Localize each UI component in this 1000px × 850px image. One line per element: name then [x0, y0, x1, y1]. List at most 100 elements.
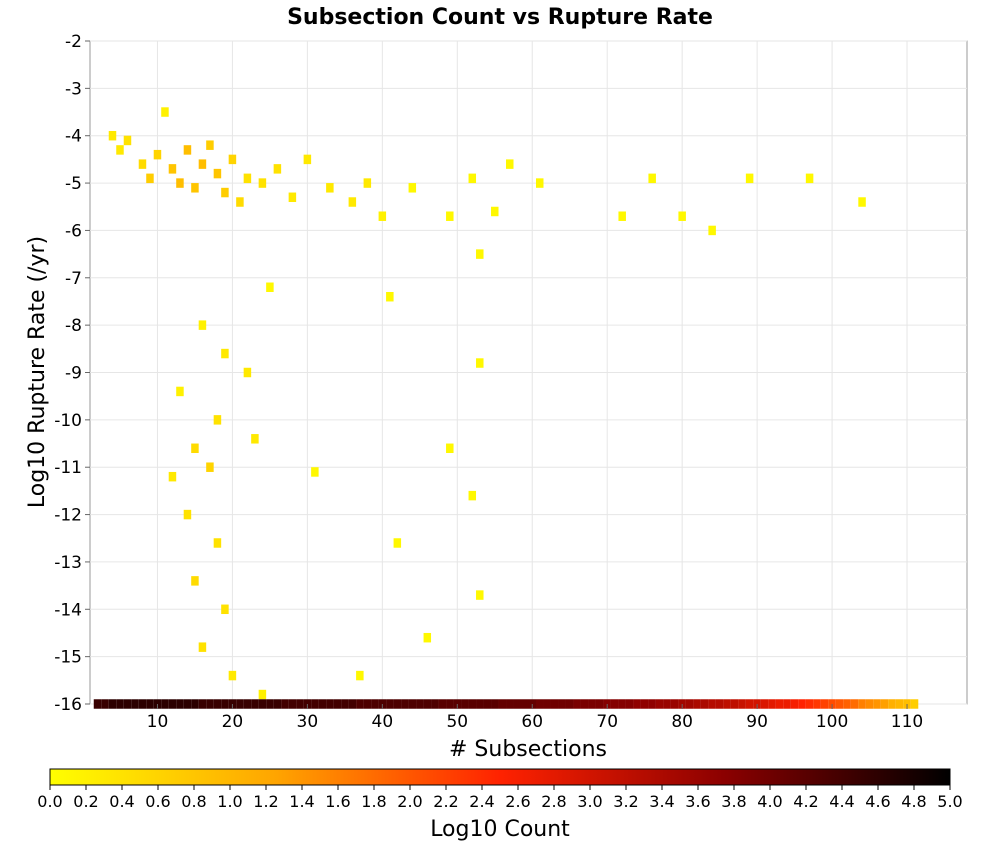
bottom-row-cell	[543, 699, 551, 709]
heatmap-cell	[348, 197, 357, 207]
heatmap-cell	[648, 173, 656, 184]
bottom-row-cell	[535, 699, 544, 709]
heatmap-cell	[273, 164, 282, 174]
y-tick-label: -10	[54, 411, 82, 431]
x-tick-label: 80	[671, 712, 693, 732]
bottom-row-cell	[281, 699, 289, 709]
heatmap-cell	[311, 467, 319, 477]
colorbar-tick-label: 2.2	[433, 792, 458, 811]
bottom-row-cell	[835, 699, 844, 709]
y-tick-label: -7	[65, 269, 82, 289]
bottom-row-cell	[813, 699, 821, 709]
colorbar-tick-label: 0.4	[109, 792, 134, 811]
x-tick-label: 90	[746, 712, 768, 732]
y-axis-label: Log10 Rupture Rate (/yr)	[25, 236, 50, 508]
colorbar-tick-label: 2.6	[505, 792, 530, 811]
heatmap-cell	[618, 211, 626, 221]
bottom-row-cell	[655, 699, 664, 709]
bottom-row-cell	[880, 699, 889, 709]
bottom-row-cells	[93, 699, 919, 709]
heatmap-cell	[678, 211, 686, 221]
bottom-row-cell	[198, 699, 207, 709]
heatmap-cell	[191, 443, 199, 454]
heatmap-cell	[363, 178, 372, 188]
heatmap-cell	[228, 154, 237, 165]
heatmap-cell	[708, 225, 716, 236]
y-tick-label: -6	[65, 221, 82, 241]
heatmap-cell	[476, 590, 484, 600]
heatmap-cell	[476, 249, 484, 259]
colorbar-tick-label: 2.8	[541, 792, 566, 811]
bottom-row-cell	[318, 699, 327, 709]
heatmap-cell	[468, 173, 477, 184]
x-axis-label: # Subsections	[449, 737, 607, 762]
heatmap-cell	[423, 632, 432, 643]
heatmap-cell	[153, 149, 162, 160]
colorbar-tick-label: 4.2	[793, 792, 818, 811]
heatmap-cell	[213, 415, 222, 425]
bottom-row-cell	[513, 699, 522, 709]
heatmap-cell	[213, 538, 222, 548]
colorbar-tick-label: 4.6	[865, 792, 890, 811]
heatmap-cell	[303, 154, 312, 165]
bottom-row-cell	[183, 699, 192, 709]
bottom-row-cell	[348, 699, 357, 709]
x-tick-label: 60	[521, 712, 543, 732]
bottom-row-cell	[790, 699, 799, 709]
heatmap-cell	[266, 282, 274, 292]
bottom-row-cell	[116, 699, 124, 709]
bottom-row-cell	[423, 699, 432, 709]
y-tick-label: -16	[54, 695, 82, 715]
heatmap-cell	[446, 211, 454, 221]
bottom-row-cell	[213, 699, 222, 709]
bottom-row-cell	[610, 699, 619, 709]
bottom-row-cell	[266, 699, 274, 709]
bottom-row-cell	[760, 699, 769, 709]
heatmap-cell	[491, 206, 499, 217]
colorbar-tick-label: 3.2	[613, 792, 638, 811]
bottom-row-cell	[558, 699, 566, 709]
x-tick-label: 100	[816, 712, 848, 732]
bottom-row-cell	[296, 699, 304, 709]
bottom-row-cell	[633, 699, 641, 709]
colorbar-tick-label: 1.4	[289, 792, 314, 811]
bottom-row-cell	[850, 699, 859, 709]
heatmap-cell	[116, 145, 124, 155]
bottom-row-cell	[910, 699, 919, 709]
heatmap-cell	[221, 604, 229, 615]
bottom-row-cell	[573, 699, 581, 709]
bottom-row-cell	[131, 699, 139, 709]
bottom-row-cell	[356, 699, 364, 709]
heatmap-cell	[243, 173, 252, 184]
colorbar-tick-label: 1.0	[217, 792, 242, 811]
heatmap-cell	[198, 159, 207, 169]
colorbar-tick-label: 2.4	[469, 792, 494, 811]
grid-lines	[90, 40, 967, 705]
heatmap-cell	[251, 434, 259, 444]
colorbar-tick-label: 5.0	[937, 792, 962, 811]
heatmap-cell	[206, 140, 214, 150]
heatmap-cell	[146, 173, 154, 184]
bottom-row-cell	[723, 699, 731, 709]
bottom-row-cell	[506, 699, 514, 709]
heatmap-cell	[183, 145, 192, 155]
heatmap-cell	[258, 178, 267, 188]
bottom-row-cell	[580, 699, 589, 709]
heatmap-cell	[176, 178, 184, 188]
heatmap-cell	[213, 168, 222, 179]
bottom-row-cell	[730, 699, 739, 709]
heatmap-cell	[198, 642, 207, 652]
x-tick-label: 70	[596, 712, 618, 732]
bottom-row-cell	[843, 699, 851, 709]
bottom-row-cell	[476, 699, 484, 709]
bottom-row-cell	[371, 699, 379, 709]
heatmap-cell	[198, 320, 207, 330]
bottom-row-cell	[393, 699, 402, 709]
bottom-row-cell	[251, 699, 259, 709]
bottom-row-cell	[595, 699, 604, 709]
x-tick-label: 30	[297, 712, 319, 732]
heatmap-cell	[161, 107, 169, 117]
bottom-row-cell	[93, 699, 102, 709]
heatmap-cell	[858, 197, 866, 207]
